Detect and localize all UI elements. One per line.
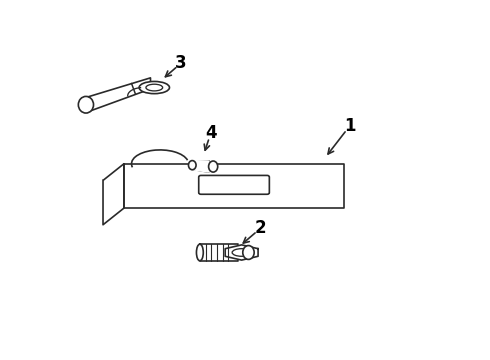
Text: 1: 1 <box>344 117 356 135</box>
Ellipse shape <box>146 84 163 91</box>
Polygon shape <box>225 245 258 260</box>
Polygon shape <box>124 164 344 208</box>
Text: 2: 2 <box>255 219 267 237</box>
Polygon shape <box>192 161 209 172</box>
Polygon shape <box>82 78 150 111</box>
Ellipse shape <box>139 81 170 94</box>
Ellipse shape <box>189 161 196 170</box>
Text: 3: 3 <box>175 54 187 72</box>
Ellipse shape <box>232 249 251 256</box>
Ellipse shape <box>196 244 203 261</box>
Text: 4: 4 <box>205 124 217 142</box>
Ellipse shape <box>78 96 94 113</box>
Ellipse shape <box>243 246 254 260</box>
Polygon shape <box>200 244 238 261</box>
Ellipse shape <box>209 161 218 172</box>
Polygon shape <box>103 164 124 225</box>
FancyBboxPatch shape <box>199 175 270 194</box>
